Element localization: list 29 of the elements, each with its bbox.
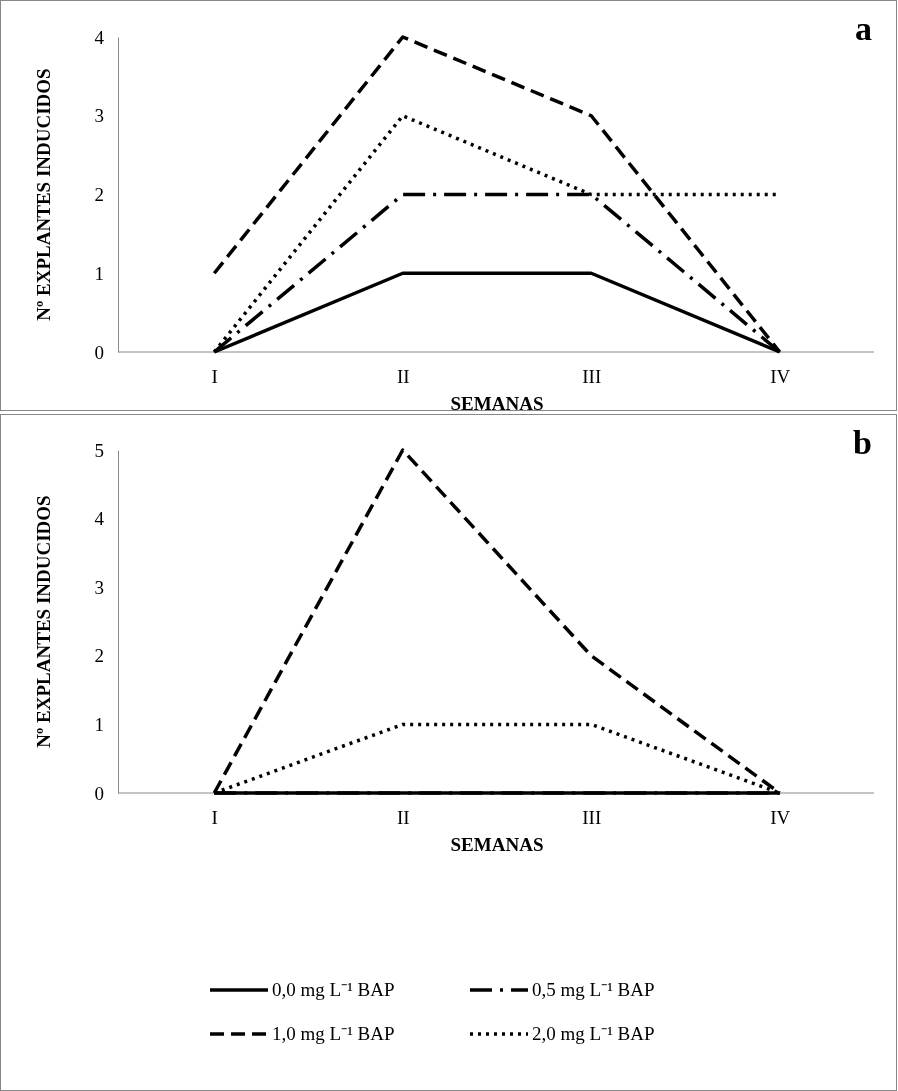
x-tick-label: IV <box>770 366 791 388</box>
x-tick-label: I <box>211 807 218 829</box>
y-tick-label: 5 <box>94 439 104 461</box>
x-axis-title: SEMANAS <box>450 393 544 414</box>
x-tick-label: I <box>211 366 218 388</box>
legend-label: 0,5 mg L⁻¹ BAP <box>532 979 655 1000</box>
y-tick-label: 1 <box>94 262 104 284</box>
y-tick-label: 4 <box>94 26 105 48</box>
y-tick-label: 1 <box>94 713 104 735</box>
x-tick-label: II <box>396 807 410 829</box>
y-tick-label: 0 <box>94 782 104 804</box>
x-tick-label: III <box>582 807 602 829</box>
y-tick-label: 3 <box>94 576 104 598</box>
y-axis-title: Nº EXPLANTES INDUCIDOS <box>33 68 54 321</box>
y-tick-label: 3 <box>94 105 104 127</box>
annotation: a <box>855 10 872 47</box>
legend-label: 1,0 mg L⁻¹ BAP <box>272 1023 395 1044</box>
x-tick-label: III <box>582 366 602 388</box>
x-tick-label: IV <box>770 807 791 829</box>
y-axis-title: Nº EXPLANTES INDUCIDOS <box>33 495 54 748</box>
y-tick-label: 2 <box>94 184 104 206</box>
x-axis-title: SEMANAS <box>450 834 544 855</box>
legend-label: 0,0 mg L⁻¹ BAP <box>272 979 395 1000</box>
y-tick-label: 4 <box>94 508 105 530</box>
annotation: b <box>853 424 872 461</box>
x-tick-label: II <box>396 366 410 388</box>
y-tick-label: 2 <box>94 645 104 667</box>
y-tick-label: 0 <box>94 341 104 363</box>
legend-label: 2,0 mg L⁻¹ BAP <box>532 1023 655 1044</box>
